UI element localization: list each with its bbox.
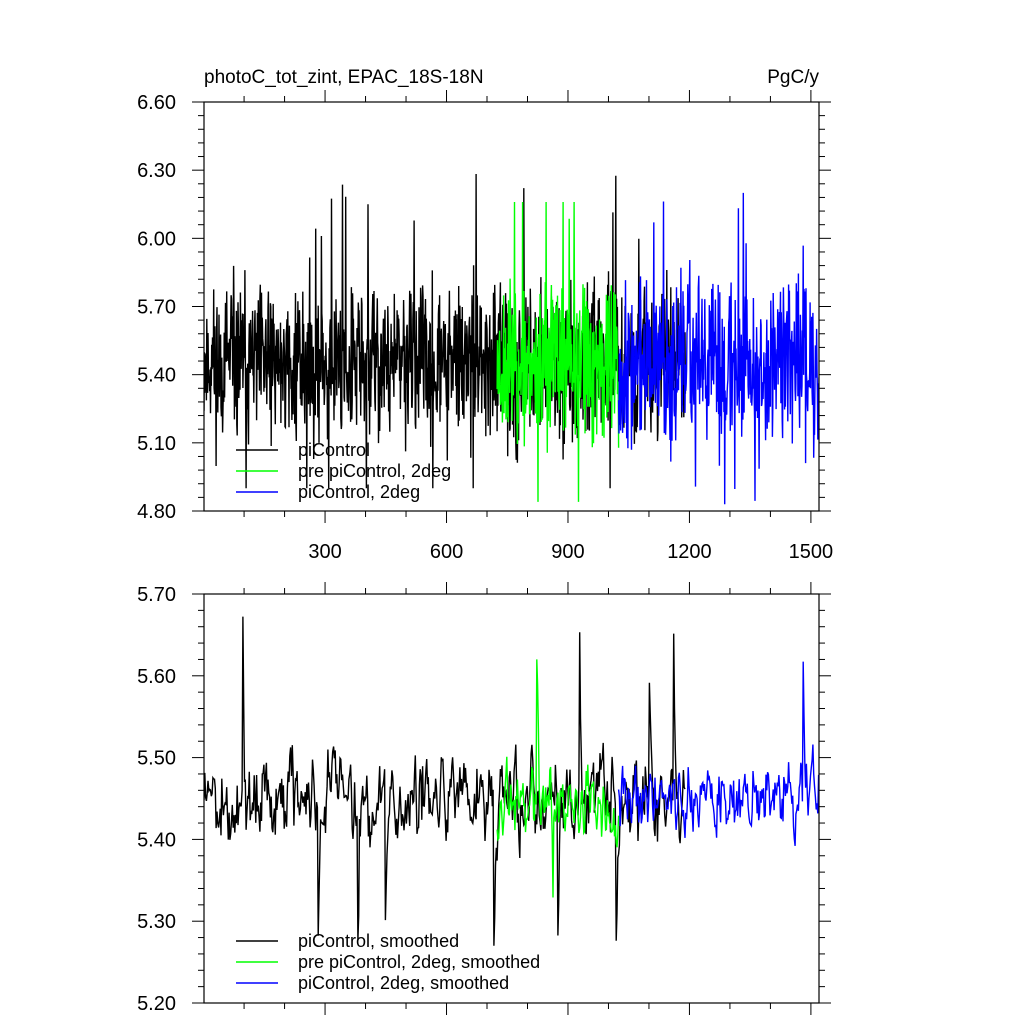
y-tick-label: 4.80 [137, 501, 176, 523]
legend-label: pre piControl, 2deg [298, 461, 451, 481]
x-tick-label: 1200 [667, 541, 712, 563]
y-tick-label: 5.40 [137, 829, 176, 851]
y-tick-label: 6.60 [137, 92, 176, 114]
legend-label: piControl [298, 440, 370, 460]
series-line [617, 192, 819, 505]
bottom-panel: 5.20 5.30 5.40 5.50 5.60 5.70 piControl, smoot… [137, 582, 831, 1015]
series-line [496, 201, 620, 502]
y-tick-label: 5.40 [137, 365, 176, 387]
y-tick-label: 5.50 [137, 748, 176, 770]
legend-label: pre piControl, 2deg, smoothed [298, 952, 540, 972]
legend-label: piControl, 2deg, smoothed [298, 973, 509, 993]
series-line [496, 659, 620, 898]
x-tick-label: 900 [551, 541, 584, 563]
y-tick-label: 6.00 [137, 228, 176, 250]
y-tick-label: 5.70 [137, 297, 176, 319]
plot-frame [203, 593, 820, 1004]
units-label: PgC/y [767, 67, 819, 88]
panel-title: photoC_tot_zint, EPAC_18S-18N [204, 67, 484, 88]
y-tick-label: 5.60 [137, 666, 176, 688]
series-line [204, 616, 686, 946]
y-tick-label: 5.70 [137, 584, 176, 606]
top-panel: 300 600 900 1200 1500 4.80 5.10 5.40 5.70 6.00 6.3… [137, 90, 833, 563]
x-tick-label: 600 [430, 541, 463, 563]
legend-label: piControl, 2deg [298, 482, 420, 502]
x-tick-label: 1500 [789, 541, 834, 563]
series-line [617, 661, 819, 846]
y-tick-label: 5.20 [137, 993, 176, 1015]
x-tick-label: 300 [308, 541, 341, 563]
legend-label: piControl, smoothed [298, 931, 459, 951]
plot-frame [203, 101, 820, 512]
y-tick-label: 5.30 [137, 911, 176, 933]
y-tick-label: 5.10 [137, 433, 176, 455]
y-tick-label: 6.30 [137, 160, 176, 182]
